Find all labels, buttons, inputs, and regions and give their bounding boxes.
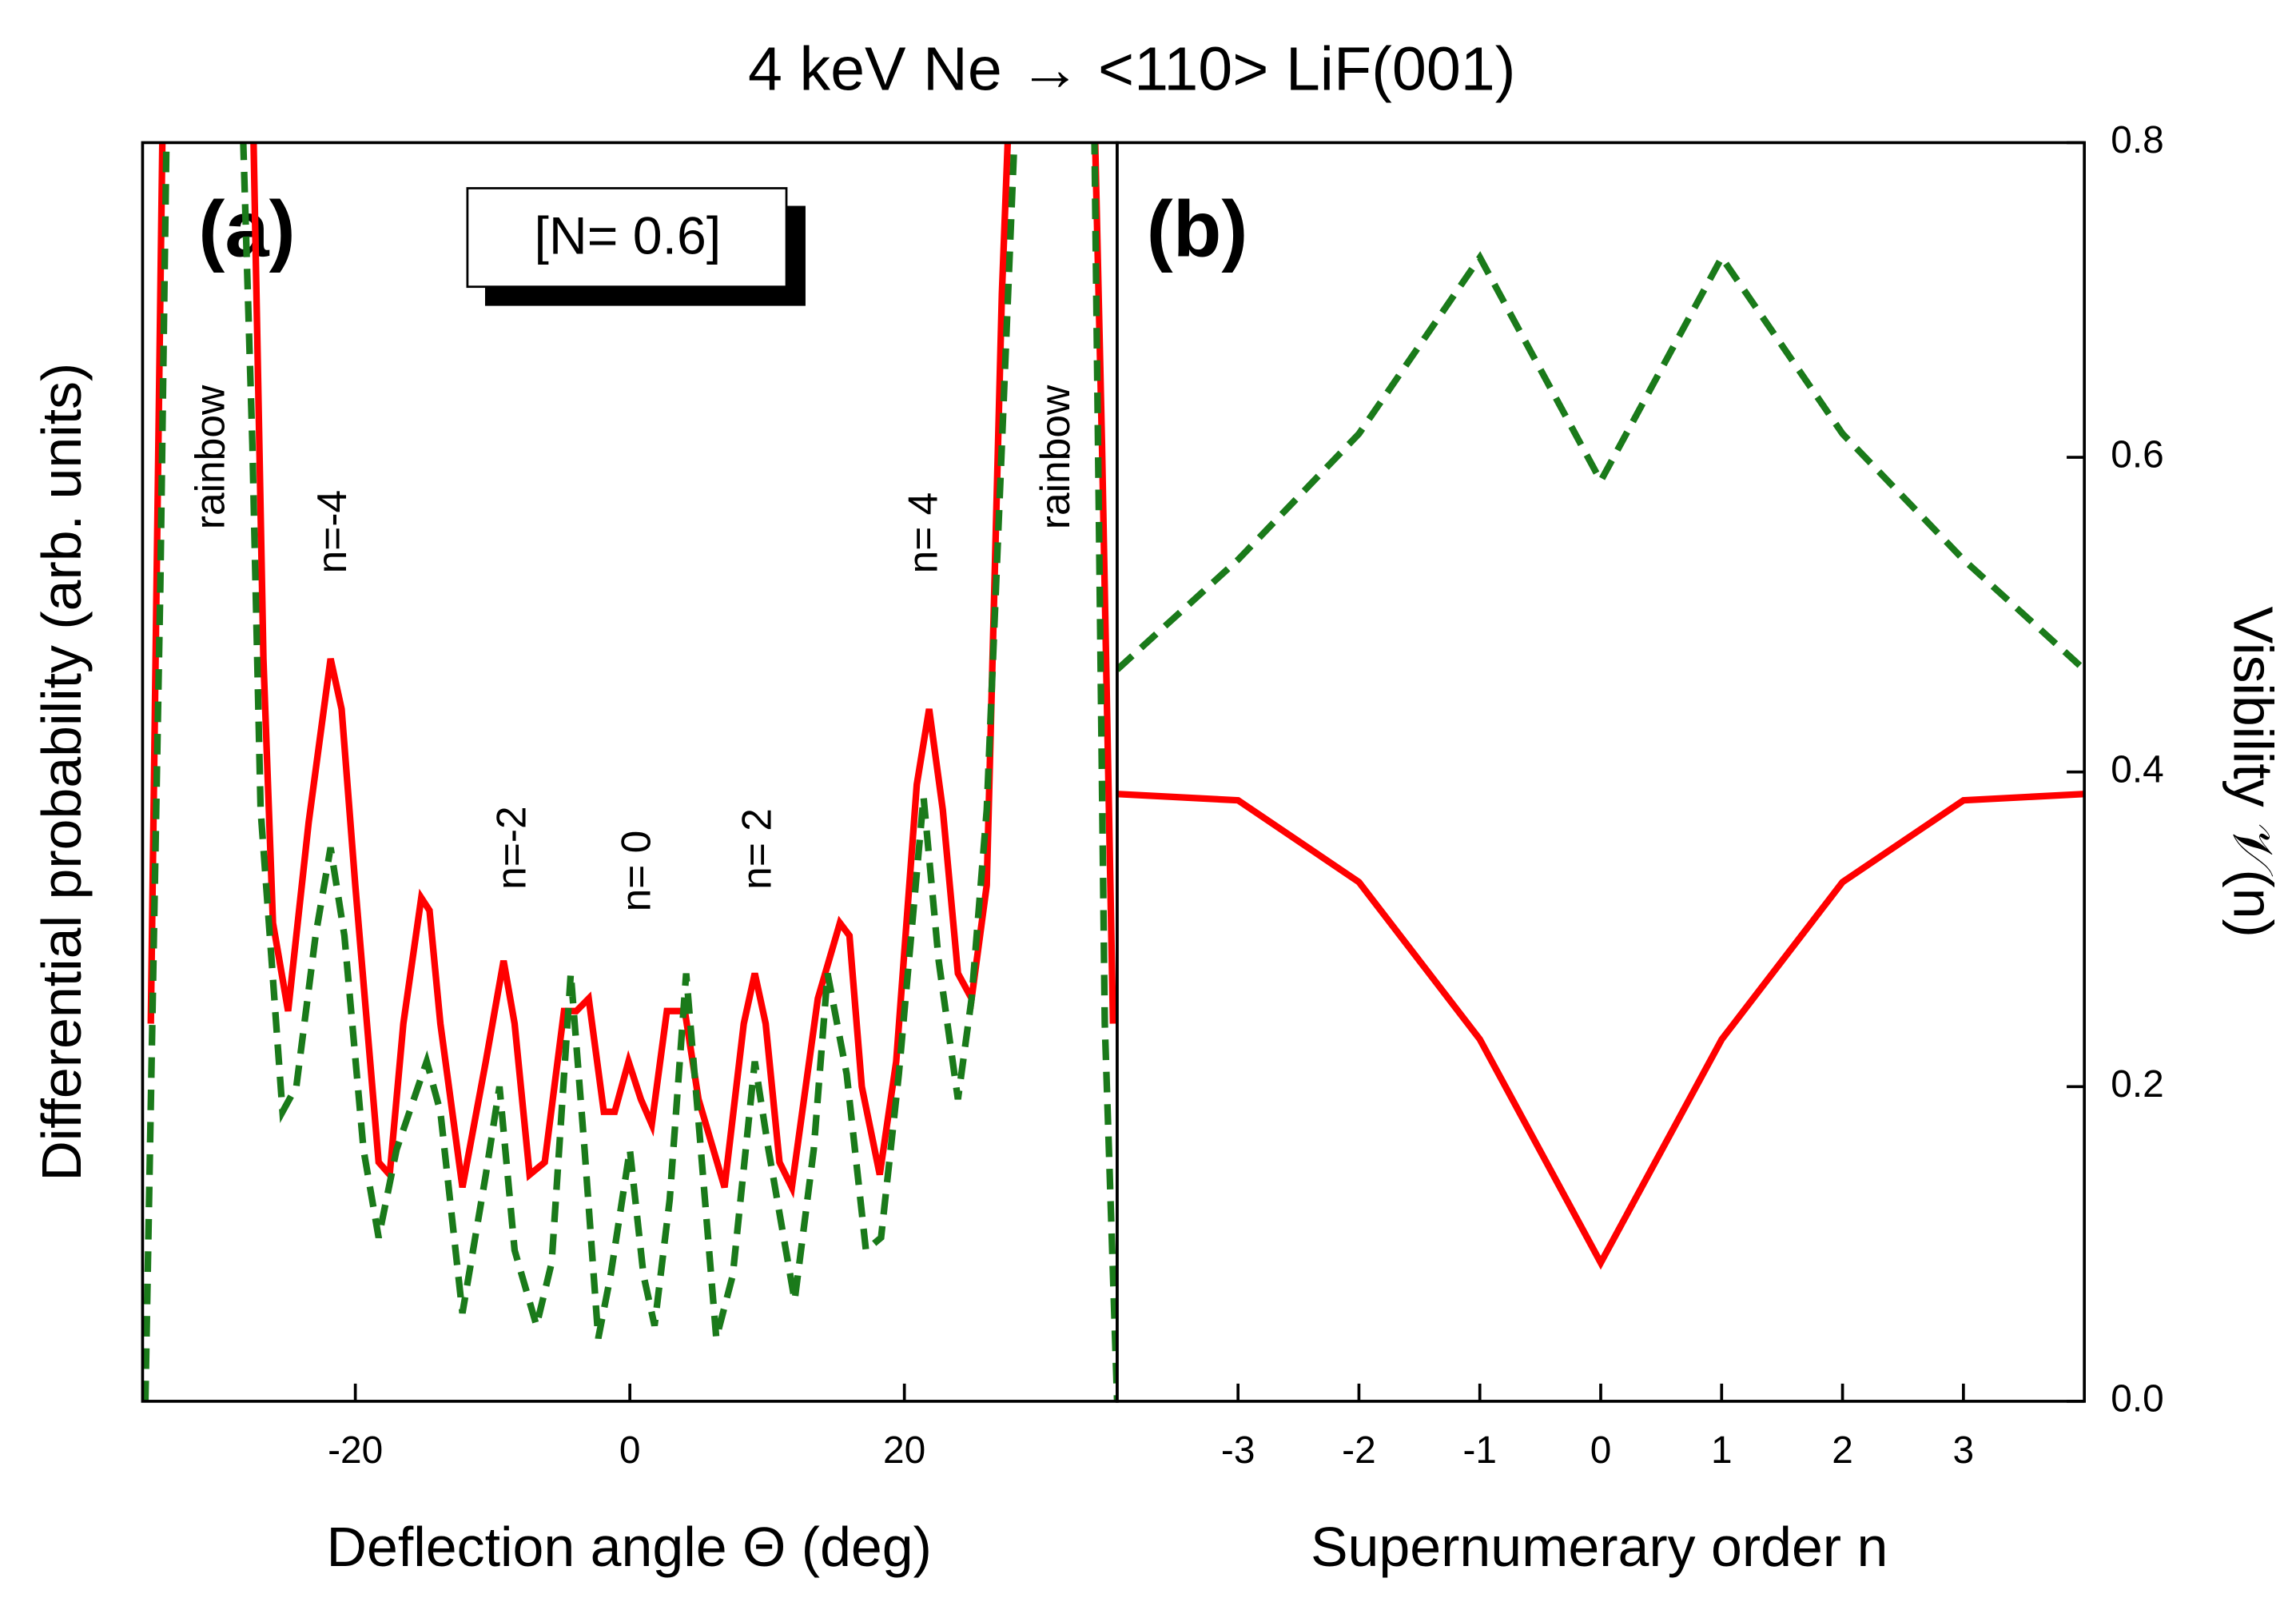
annotation: n= 4 [899,492,945,574]
line-series [147,142,1116,1199]
plot-area [142,142,1117,1401]
line-series [1116,251,2085,672]
x-axis-label: Supernumerary order n [1311,1516,1888,1578]
x-tick-label: 20 [883,1429,925,1472]
chart-title: 4 keV Ne → <110> LiF(001) [748,34,1515,103]
y2-tick-label: 0.8 [2111,119,2163,161]
annotation: n= 0 [613,831,659,912]
y2-tick-label: 0.2 [2111,1063,2163,1106]
y-axis-label: Differential probability (arb. units) [30,363,93,1182]
y2-tick-label: 0.0 [2111,1378,2163,1421]
x-axis-label: Deflection angle Θ (deg) [327,1516,932,1578]
annotation: n=-4 [308,490,355,574]
x-tick-label: -20 [328,1429,383,1472]
annotation: n= 2 [734,808,780,890]
panel-label: (a) [198,185,295,274]
box [466,187,788,289]
x-tick-label: 0 [619,1429,641,1472]
annotation: n=-2 [487,806,534,890]
y2-tick-label: 0.6 [2111,434,2163,476]
box-text: [N= 0.6] [535,206,722,265]
y2-tick-label: 0.4 [2111,748,2163,791]
x-tick-label: -2 [1342,1429,1376,1472]
line-series [1116,791,2085,1270]
panel-label: (b) [1147,185,1248,274]
x-tick-label: 2 [1832,1429,1853,1472]
plot-frame [141,141,1119,1403]
x-tick-label: 3 [1953,1429,1975,1472]
x-tick-label: 1 [1711,1429,1733,1472]
x-tick-label: -1 [1462,1429,1497,1472]
plot-area [1116,251,2085,1270]
y2-axis-label: Visibility 𝒱(n) [2222,607,2285,938]
annotation: rainbow [1032,385,1078,529]
x-tick-label: -3 [1221,1429,1255,1472]
plot-frame [1116,141,2086,1403]
x-tick-label: 0 [1590,1429,1612,1472]
annotation: rainbow [186,385,233,529]
